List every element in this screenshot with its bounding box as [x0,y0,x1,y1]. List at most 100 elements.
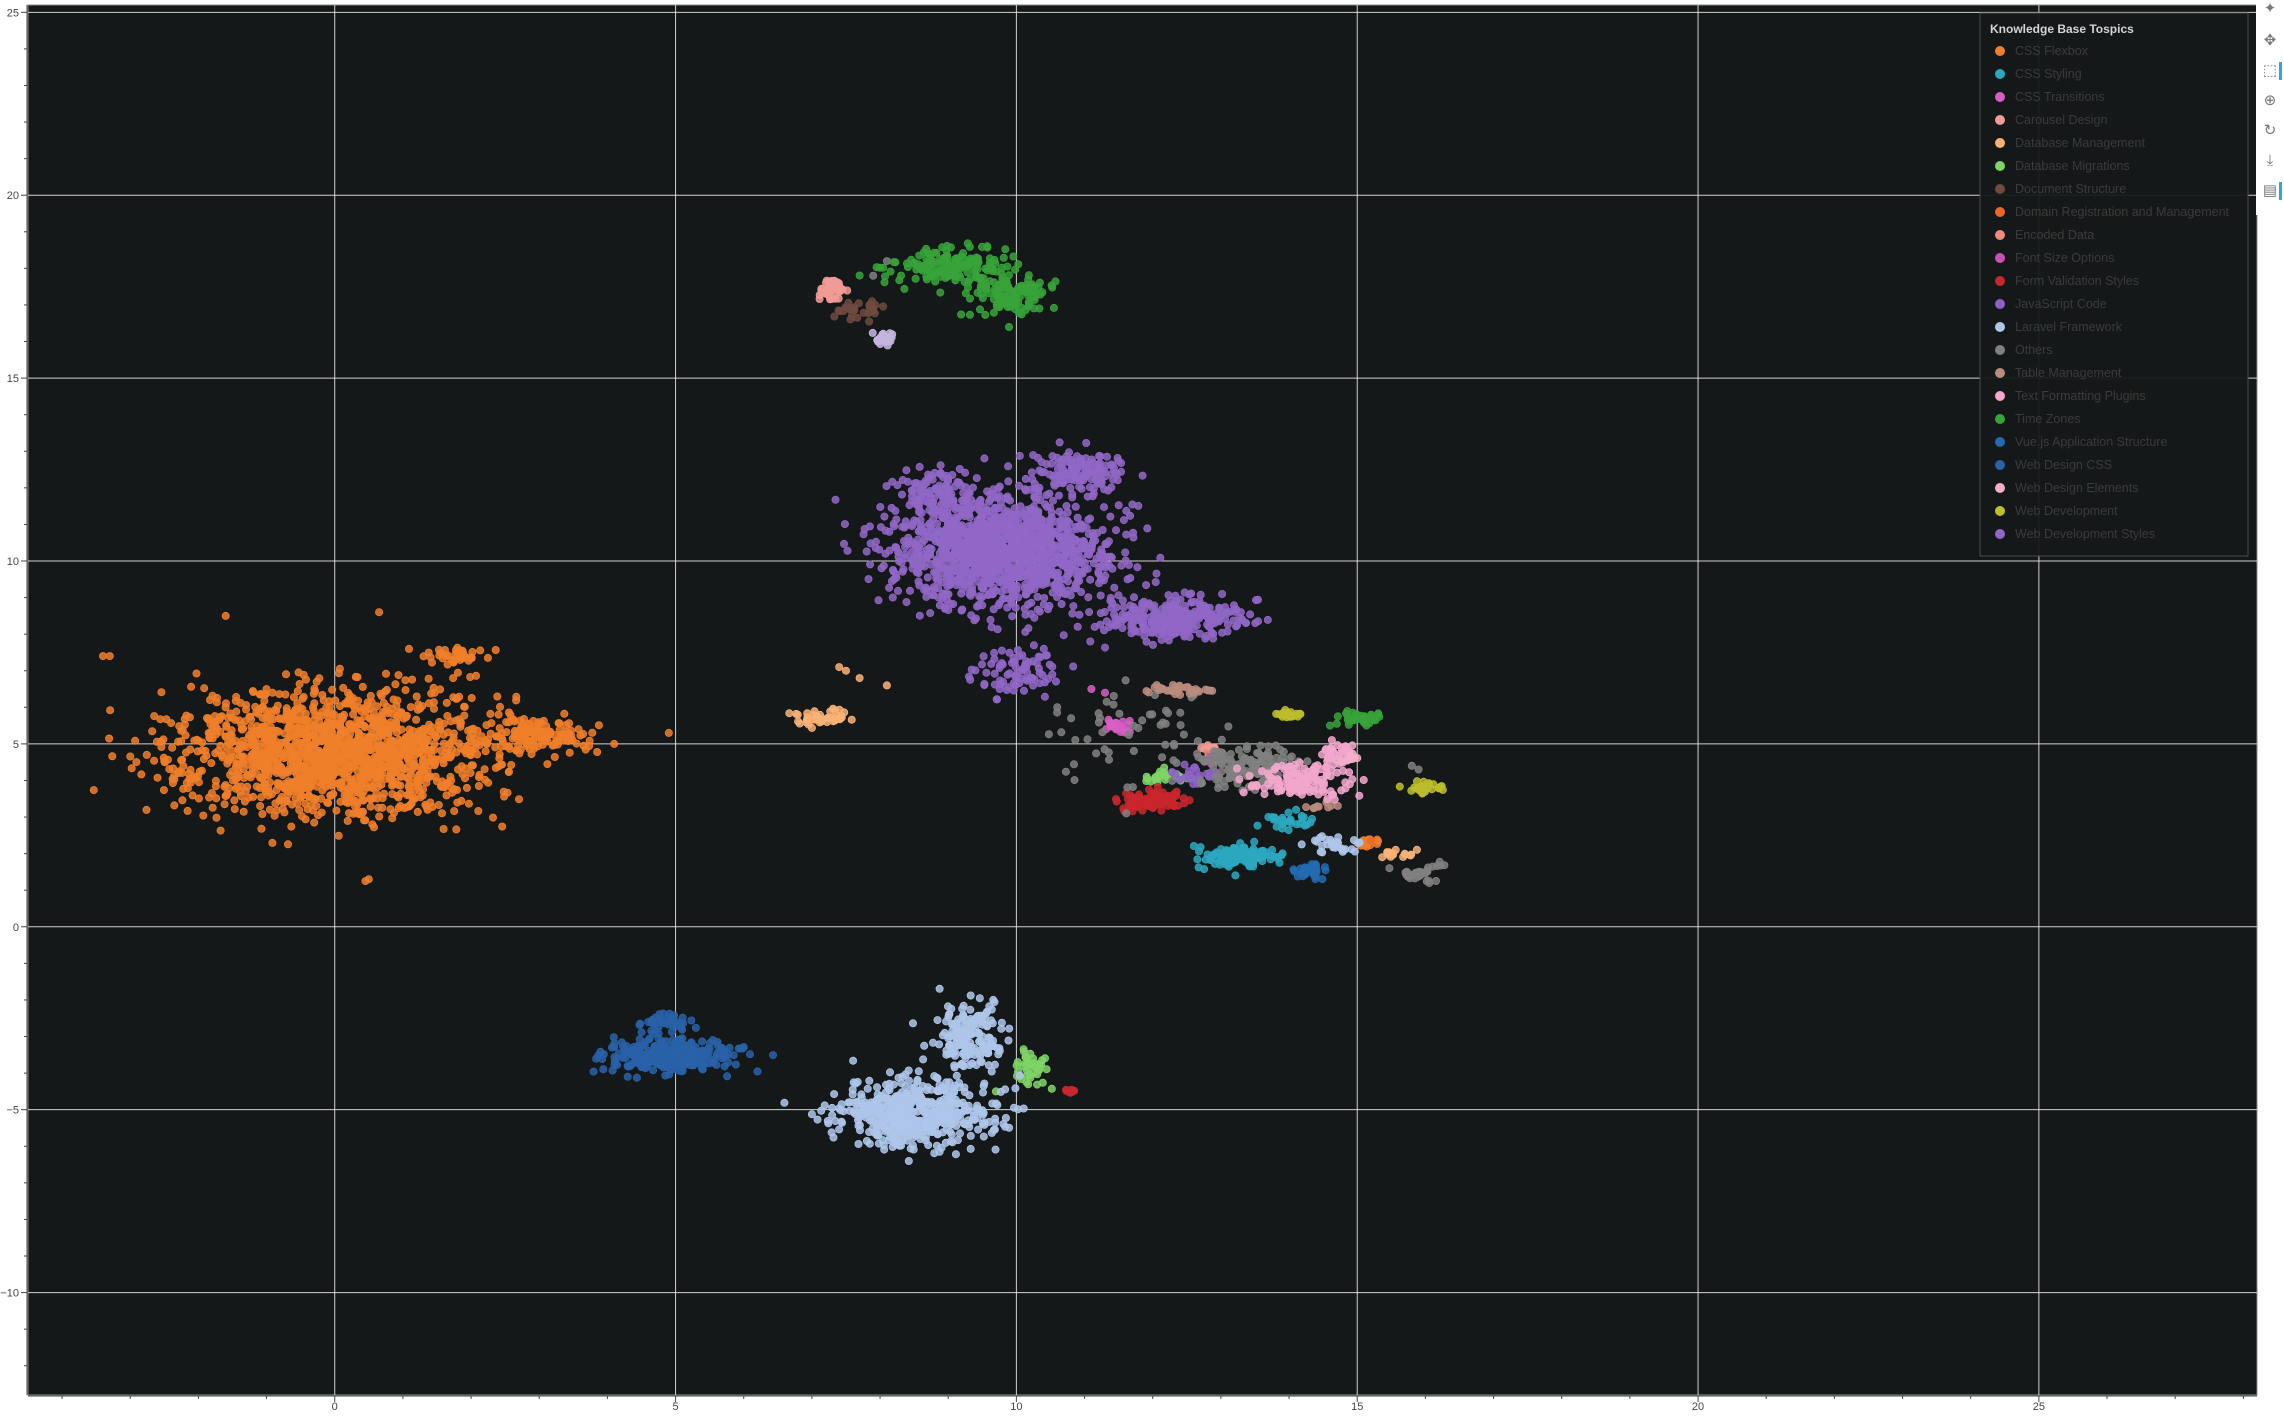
data-point [951,1064,958,1071]
data-point [930,1122,937,1129]
data-point [421,762,428,769]
data-point [879,1104,886,1111]
data-point [1197,844,1204,851]
data-point [844,287,851,294]
data-point [226,785,233,792]
data-point [1025,1081,1032,1088]
data-point [989,1100,996,1107]
data-point [364,756,371,763]
data-point [1146,797,1153,804]
data-point [1273,754,1280,761]
data-point [1101,746,1108,753]
data-point [296,807,303,814]
data-point [345,810,352,817]
data-point [721,1063,728,1070]
data-point [1360,776,1367,783]
data-point [1125,561,1132,568]
data-point [1086,609,1093,616]
data-point [414,808,421,815]
data-point [222,612,229,619]
data-point [957,274,964,281]
data-point [1254,822,1261,829]
data-point [979,1111,986,1118]
data-point [828,714,835,721]
data-point [127,753,134,760]
data-point [376,813,383,820]
data-point [668,1051,675,1058]
data-point [295,669,302,676]
data-point [991,1061,998,1068]
data-point [1006,1124,1013,1131]
data-point [866,1077,873,1084]
data-point [1279,713,1286,720]
data-point [221,801,228,808]
data-point [1134,795,1141,802]
data-point [443,653,450,660]
data-point [245,794,252,801]
data-point [754,1068,761,1075]
data-point [1186,797,1193,804]
data-point [253,783,260,790]
data-point [882,1081,889,1088]
data-point [282,671,289,678]
data-point [1275,782,1282,789]
data-point [864,1085,871,1092]
data-point [1031,1069,1038,1076]
data-point [944,1086,951,1093]
data-point [1227,750,1234,757]
data-point [263,714,270,721]
data-point [258,794,265,801]
data-point [1170,740,1177,747]
data-point [1164,710,1171,717]
data-point [1386,865,1393,872]
data-point [184,785,191,792]
data-point [1259,858,1266,865]
data-point [1372,717,1379,724]
data-point [330,790,337,797]
data-point [454,669,461,676]
data-point [358,707,365,714]
data-point [910,1131,917,1138]
data-point [902,1083,909,1090]
data-point [1346,781,1353,788]
data-point [836,664,843,671]
data-point [384,710,391,717]
data-point [312,796,319,803]
data-point [1287,713,1294,720]
data-point [326,703,333,710]
data-point [1110,701,1117,708]
data-point [912,275,919,282]
data-point [979,1089,986,1096]
data-point [951,1082,958,1089]
data-point [883,258,890,265]
data-point [132,737,139,744]
data-point [988,1042,995,1049]
data-point [437,783,444,790]
data-point [866,318,873,325]
data-point [179,797,186,804]
data-point [1054,704,1061,711]
data-point [1173,759,1180,766]
data-point [945,1108,952,1115]
data-point [939,1032,946,1039]
data-point [1293,785,1300,792]
data-point [916,1087,923,1094]
data-point [854,314,861,321]
data-point [1246,772,1253,779]
data-point [467,769,474,776]
data-point [428,659,435,666]
data-point [882,1095,889,1102]
data-point [1286,818,1293,825]
data-point [361,817,368,824]
data-point [1101,689,1108,696]
data-point [1338,787,1345,794]
data-point [337,779,344,786]
data-point [818,285,825,292]
data-point [382,670,389,677]
data-point [688,1017,695,1024]
data-point [359,783,366,790]
data-point [378,781,385,788]
data-point [268,791,275,798]
data-point [886,1069,893,1076]
